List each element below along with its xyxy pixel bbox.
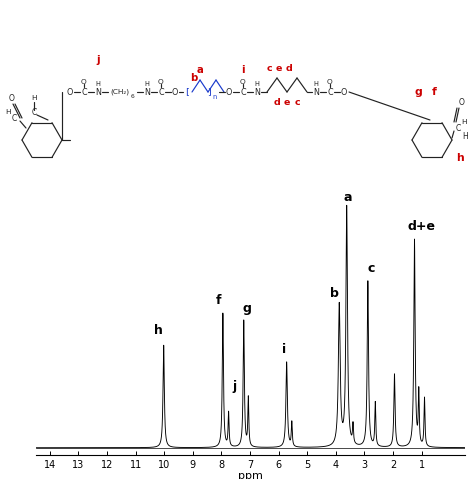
Text: H: H [461, 119, 467, 125]
Text: C: C [31, 107, 36, 116]
Text: H: H [314, 81, 319, 87]
Text: h: h [154, 324, 163, 337]
Text: H: H [96, 81, 100, 87]
Text: H: H [5, 109, 11, 115]
X-axis label: ppm: ppm [237, 471, 263, 479]
Text: O: O [226, 88, 232, 96]
Text: c: c [266, 64, 272, 72]
Text: i: i [241, 65, 245, 75]
Text: O: O [240, 79, 246, 85]
Text: O: O [341, 88, 347, 96]
Text: e: e [276, 64, 282, 72]
Text: C: C [81, 88, 87, 96]
Text: d: d [286, 64, 292, 72]
Text: [: [ [185, 88, 189, 96]
Text: H: H [255, 81, 259, 87]
Text: (CH₂): (CH₂) [110, 89, 129, 95]
Text: H: H [145, 81, 149, 87]
Text: O: O [158, 79, 164, 85]
Text: C: C [240, 88, 246, 96]
Text: i: i [282, 343, 286, 356]
Text: O: O [327, 79, 333, 85]
Text: f: f [431, 87, 437, 97]
Text: d: d [273, 98, 281, 106]
Text: C: C [158, 88, 164, 96]
Text: c: c [368, 262, 375, 274]
Text: g: g [243, 302, 252, 315]
Text: C: C [327, 88, 333, 96]
Text: ]: ] [207, 88, 211, 96]
Text: O: O [9, 93, 15, 103]
Text: N: N [144, 88, 150, 96]
Text: n: n [213, 94, 217, 100]
Text: j: j [232, 380, 237, 393]
Text: N: N [313, 88, 319, 96]
Text: j: j [96, 55, 100, 65]
Text: c: c [294, 98, 300, 106]
Text: O: O [81, 79, 87, 85]
Text: f: f [216, 295, 221, 308]
Text: e: e [284, 98, 290, 106]
Text: g: g [414, 87, 422, 97]
Text: C: C [11, 114, 17, 123]
Text: O: O [172, 88, 178, 96]
Text: 6: 6 [131, 93, 135, 99]
Text: O: O [459, 98, 465, 106]
Text: b: b [191, 73, 198, 83]
Text: a: a [197, 65, 203, 75]
Text: N: N [95, 88, 101, 96]
Text: C: C [456, 124, 461, 133]
Text: d+e: d+e [407, 220, 435, 233]
Text: a: a [344, 191, 352, 204]
Text: N: N [254, 88, 260, 96]
Text: b: b [330, 287, 339, 300]
Text: h: h [456, 153, 464, 163]
Text: H: H [462, 132, 468, 140]
Text: H: H [31, 95, 37, 101]
Text: O: O [67, 88, 73, 96]
